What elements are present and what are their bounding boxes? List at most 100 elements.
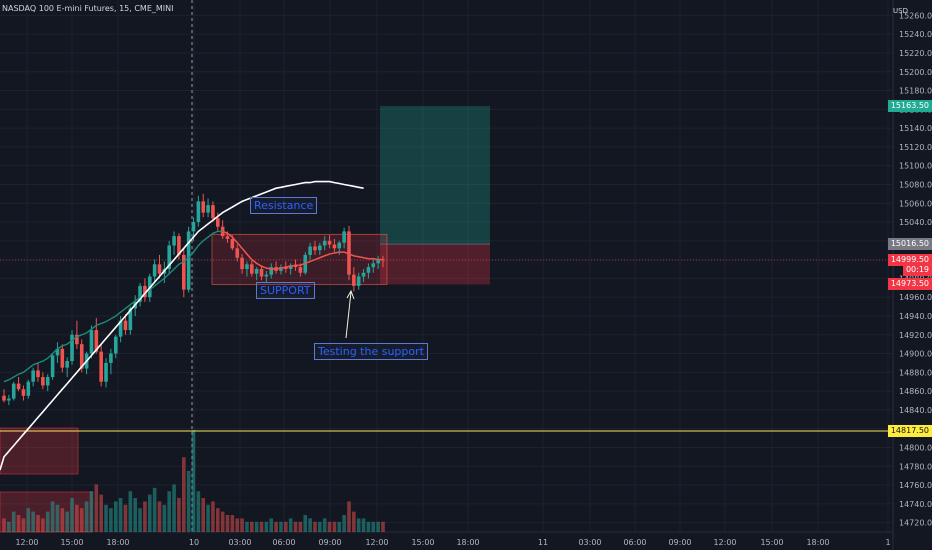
time-tick-label: 09:00 xyxy=(668,538,691,547)
candle-body xyxy=(109,353,113,363)
price-tag: 14973.50 xyxy=(887,278,932,291)
volume-bar xyxy=(55,504,60,532)
profit-zone xyxy=(380,106,490,245)
volume-bar xyxy=(89,491,94,532)
candle-body xyxy=(259,269,264,277)
volume-bar xyxy=(381,521,385,532)
volume-bar xyxy=(109,508,113,532)
candle-body xyxy=(376,259,380,264)
volume-bar xyxy=(128,491,133,532)
time-tick-label: 10 xyxy=(189,538,199,547)
volume-bar xyxy=(352,511,356,532)
volume-bar xyxy=(279,521,283,532)
candle-body xyxy=(55,348,60,356)
price-tick-label: 14900.00 xyxy=(899,350,932,359)
volume-bar xyxy=(75,504,79,532)
candle-body xyxy=(196,201,201,223)
volume-bar xyxy=(361,518,366,532)
candle-body xyxy=(313,246,317,251)
price-tick-label: 15080.00 xyxy=(899,180,932,189)
price-tick-label: 14800.00 xyxy=(899,443,932,452)
candle-body xyxy=(167,245,172,269)
volume-bar xyxy=(332,521,337,532)
volume-bar xyxy=(181,457,186,532)
volume-bar xyxy=(186,470,191,532)
volume-bar xyxy=(50,501,55,532)
volume-bar xyxy=(356,518,361,532)
candle-body xyxy=(371,263,376,268)
volume-bar xyxy=(143,501,147,532)
candle-body xyxy=(337,242,342,249)
volume-bar xyxy=(157,501,162,532)
volume-bar xyxy=(201,498,206,532)
time-tick-label: 18:00 xyxy=(806,538,829,547)
price-tick-label: 14880.00 xyxy=(899,368,932,377)
support-label[interactable]: SUPPORT xyxy=(256,282,315,299)
candle-body xyxy=(366,267,371,273)
testing-support-label[interactable]: Testing the support xyxy=(314,343,428,360)
price-tick-label: 14860.00 xyxy=(899,387,932,396)
candle-body xyxy=(250,264,254,274)
volume-bar xyxy=(298,521,303,532)
volume-bar xyxy=(225,515,230,532)
time-tick-label: 12:00 xyxy=(365,538,388,547)
candle-body xyxy=(79,344,84,369)
candle-body xyxy=(288,265,293,269)
volume-bar xyxy=(191,430,196,532)
candle-body xyxy=(186,231,191,290)
volume-bar xyxy=(133,498,137,532)
price-tick-label: 14780.00 xyxy=(899,462,932,471)
candle-body xyxy=(143,285,147,298)
volume-bar xyxy=(327,521,332,532)
trend-curve xyxy=(222,230,383,270)
candle-body xyxy=(41,377,45,386)
price-tick-label: 14940.00 xyxy=(899,312,932,321)
price-tag: 15163.50 xyxy=(887,100,932,113)
volume-bar xyxy=(123,504,128,532)
volume-bar xyxy=(313,521,317,532)
candle-body xyxy=(284,267,288,269)
volume-bar xyxy=(322,518,327,532)
price-tick-label: 14960.00 xyxy=(899,293,932,302)
price-tick-label: 15140.00 xyxy=(899,124,932,133)
candle-body xyxy=(45,377,50,386)
candle-body xyxy=(245,264,249,269)
volume-bar xyxy=(288,518,293,532)
currency-label: USD xyxy=(893,7,908,15)
volume-bar xyxy=(220,511,225,532)
candle-body xyxy=(308,246,312,255)
candle-body xyxy=(177,236,181,255)
candle-body xyxy=(342,231,346,243)
time-tick-label: 1 xyxy=(885,538,890,547)
candle-body xyxy=(26,381,31,396)
time-tick-label: 12:00 xyxy=(713,538,736,547)
candle-body xyxy=(361,272,366,277)
volume-bar xyxy=(36,515,40,532)
volume-bar xyxy=(21,518,26,532)
volume-bar xyxy=(293,521,298,532)
volume-bar xyxy=(245,521,249,532)
candle-body xyxy=(172,236,176,246)
candle-body xyxy=(322,240,327,246)
volume-bar xyxy=(2,518,6,532)
volume-bar xyxy=(147,494,152,532)
volume-bar xyxy=(167,491,172,532)
candle-body xyxy=(215,218,220,227)
price-tick-label: 15200.00 xyxy=(899,68,932,77)
volume-bar xyxy=(60,508,65,532)
volume-bar xyxy=(138,508,142,532)
candle-body xyxy=(65,361,69,368)
volume-bar xyxy=(45,511,50,532)
slow-moving-average xyxy=(0,180,364,471)
candle-body xyxy=(191,222,196,232)
candle-body xyxy=(16,383,21,390)
candle-body xyxy=(36,370,40,378)
volume-bar xyxy=(31,511,35,532)
resistance-label[interactable]: Resistance xyxy=(250,197,318,214)
volume-bar xyxy=(284,521,288,532)
price-tag: 14999.50 xyxy=(887,254,932,267)
volume-bar xyxy=(318,521,322,532)
volume-bar xyxy=(347,501,351,532)
testing-support-text: Testing the support xyxy=(318,345,424,358)
